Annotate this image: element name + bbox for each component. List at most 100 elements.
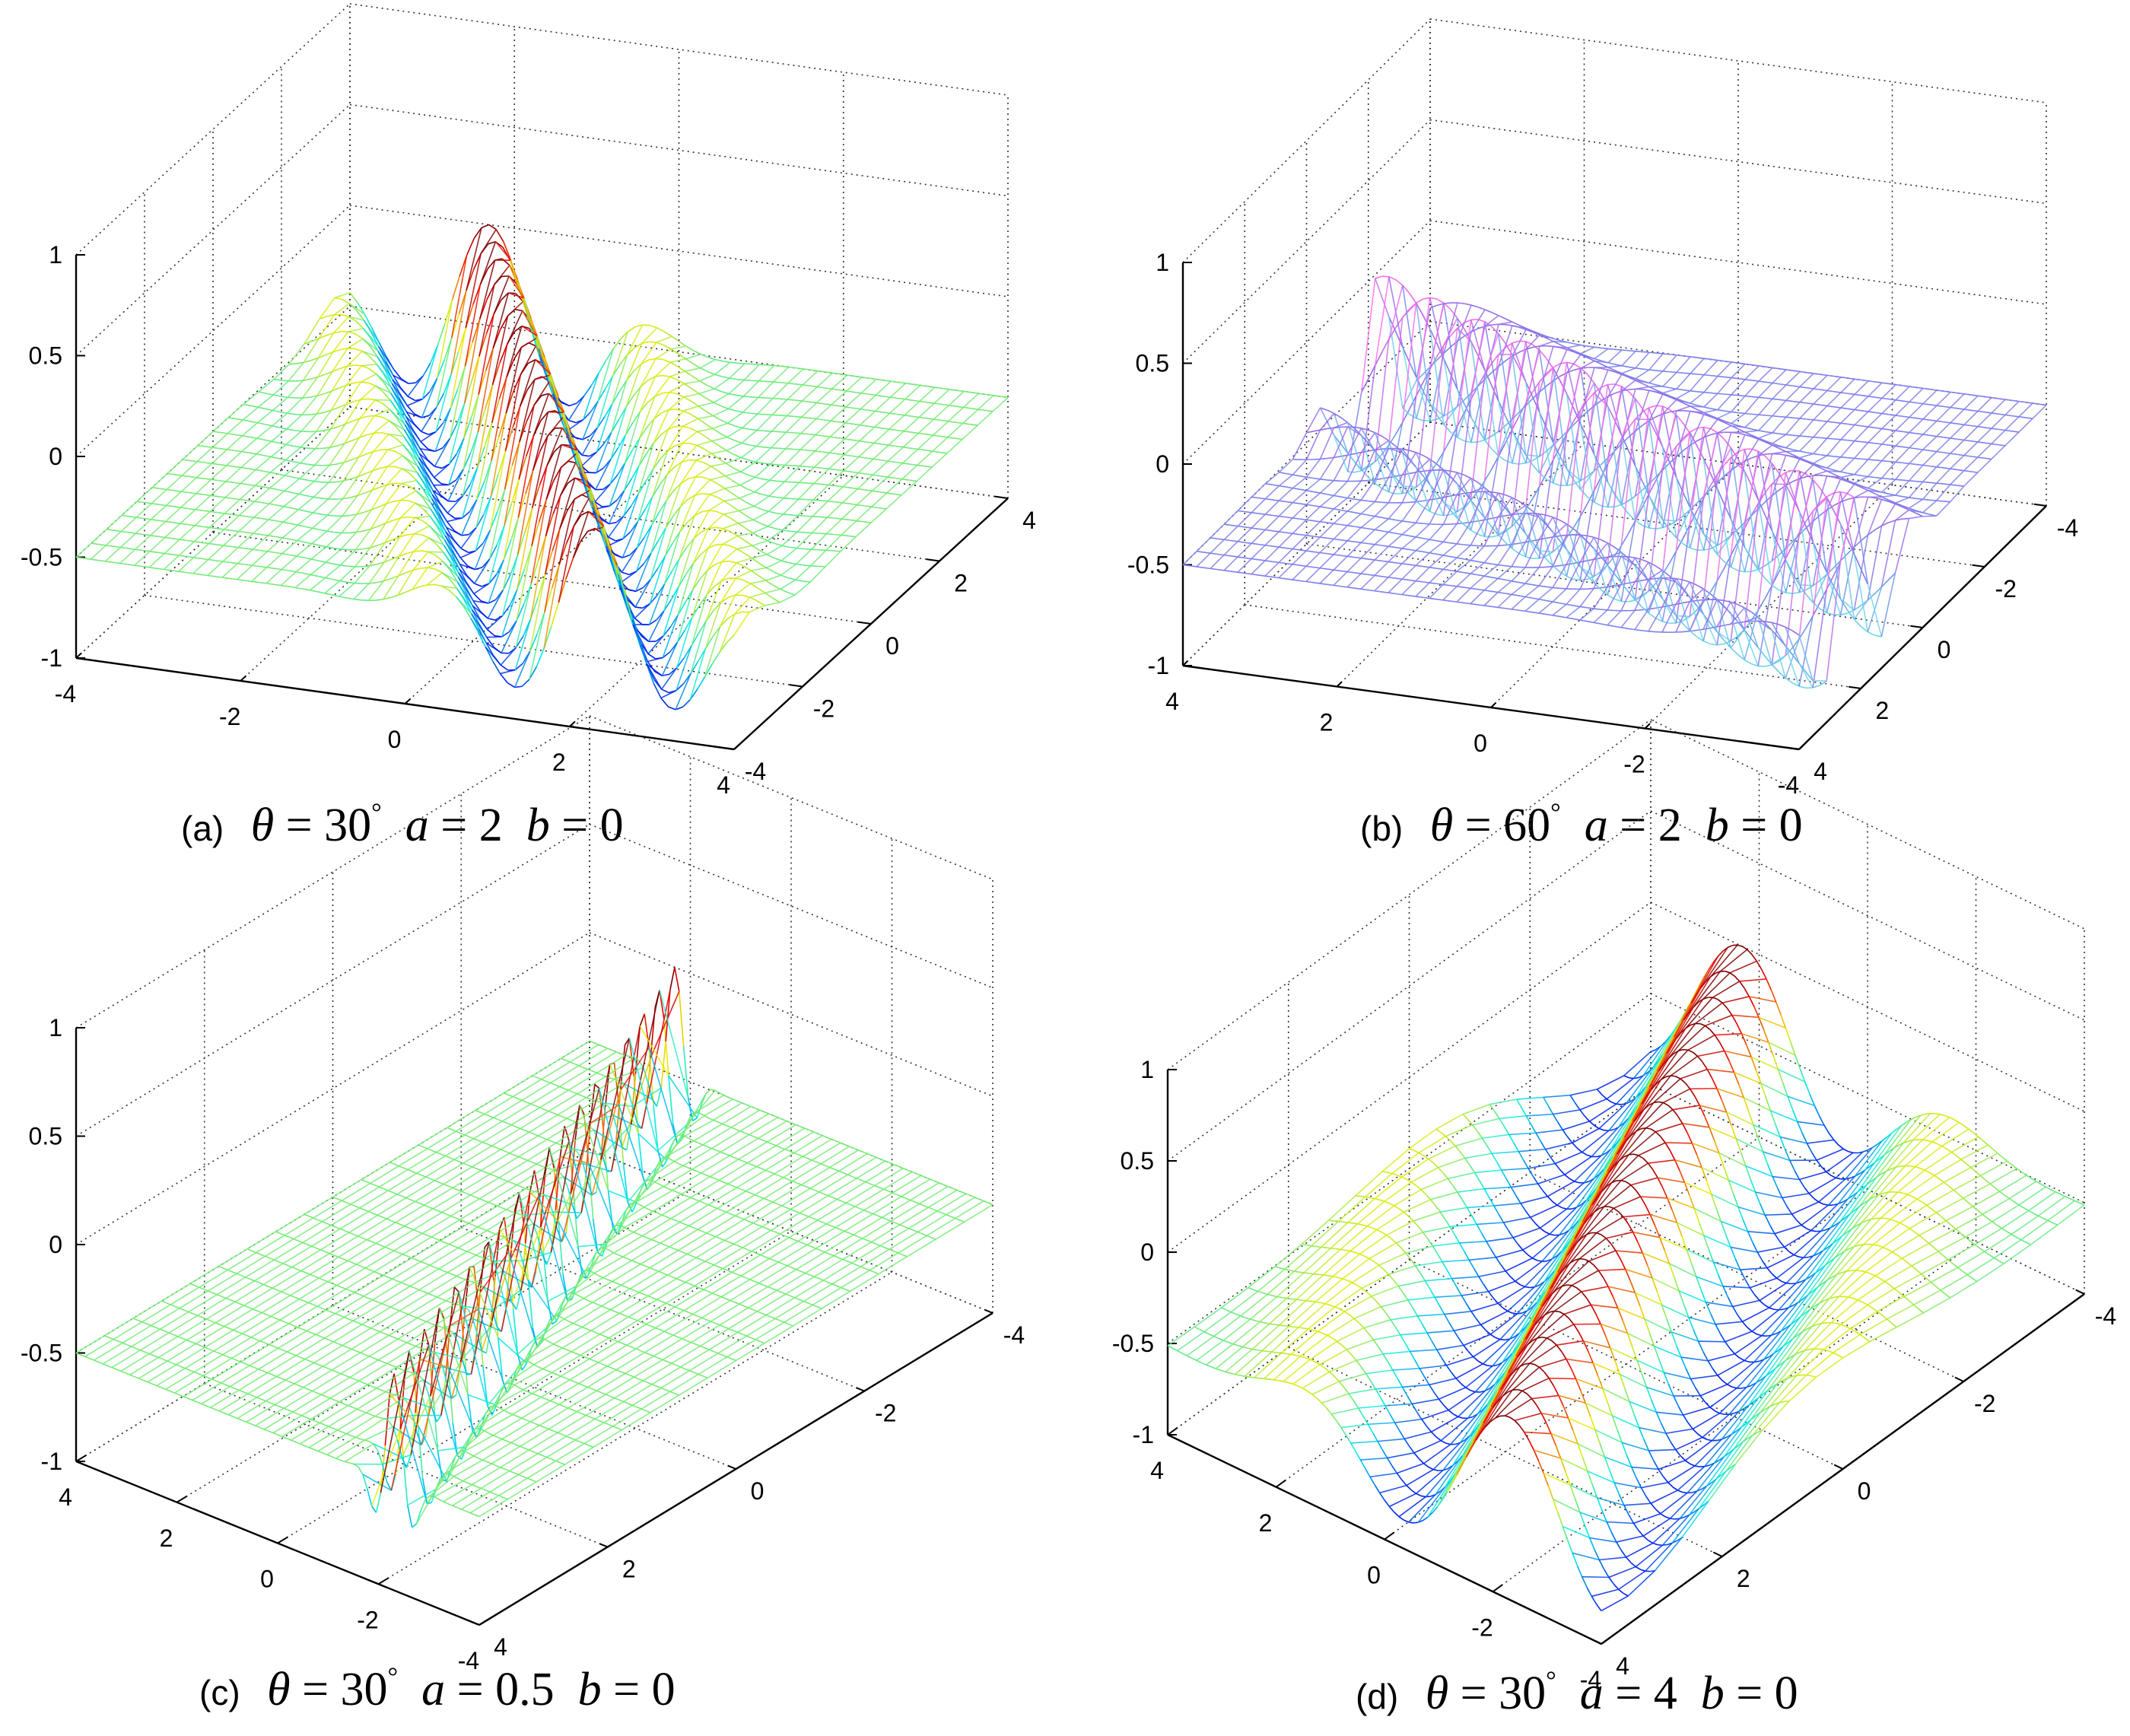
surface-segment — [156, 568, 164, 571]
surface-segment — [1559, 431, 1568, 440]
surface-segment — [1539, 346, 1554, 393]
surface-segment — [661, 667, 678, 690]
surface-segment — [1305, 565, 1314, 568]
surface-segment — [595, 432, 612, 473]
y-tick-label: -2 — [813, 695, 835, 723]
surface-segment — [1799, 589, 1807, 593]
surface-segment — [1668, 461, 1677, 478]
surface-segment — [1477, 533, 1485, 538]
surface-segment — [726, 634, 735, 644]
surface-segment — [489, 510, 498, 530]
surface-segment — [284, 490, 292, 494]
surface-segment — [1716, 447, 1732, 475]
surface-segment — [948, 406, 965, 422]
surface-segment — [282, 537, 291, 540]
surface-segment — [1922, 402, 1931, 405]
surface-segment — [1477, 561, 1485, 564]
surface-segment — [663, 626, 672, 637]
surface-segment — [1504, 579, 1512, 582]
surface-segment — [1690, 402, 1698, 406]
surface-segment — [265, 583, 274, 585]
surface-segment — [800, 434, 816, 450]
surface-segment — [636, 537, 645, 548]
surface-segment — [1716, 432, 1732, 520]
surface-segment — [1579, 504, 1588, 517]
surface-segment — [676, 630, 685, 643]
surface-segment — [310, 546, 327, 560]
surface-segment — [780, 547, 797, 561]
surface-segment — [1361, 499, 1369, 502]
surface-segment — [332, 348, 341, 353]
surface-segment — [955, 437, 963, 440]
surface-segment — [1977, 441, 1985, 444]
surface-segment — [707, 370, 716, 375]
surface-segment — [1518, 542, 1526, 545]
surface-segment — [742, 579, 751, 584]
surface-segment — [1292, 519, 1307, 534]
surface-segment — [255, 485, 263, 488]
surface-segment — [466, 237, 475, 256]
surface-segment — [421, 520, 430, 527]
surface-segment — [420, 431, 437, 443]
surface-segment — [1868, 441, 1875, 444]
surface-segment — [1833, 438, 1841, 440]
surface-segment — [736, 557, 752, 564]
surface-segment — [526, 379, 536, 390]
surface-segment — [1594, 348, 1609, 360]
surface-segment — [1264, 515, 1280, 531]
surface-segment — [402, 444, 419, 463]
surface-segment — [697, 431, 705, 437]
surface-segment — [677, 366, 685, 372]
surface-segment — [653, 376, 671, 397]
surface-segment — [1690, 410, 1704, 414]
surface-segment — [211, 465, 227, 480]
surface-segment — [311, 542, 320, 546]
surface-segment — [331, 387, 340, 392]
surface-segment — [1785, 370, 1801, 386]
surface-segment — [747, 474, 756, 479]
surface-segment — [399, 517, 415, 538]
surface-segment — [277, 488, 285, 492]
surface-segment — [738, 519, 754, 524]
surface-segment — [227, 419, 243, 434]
surface-segment — [1717, 377, 1732, 394]
surface-segment — [323, 447, 330, 450]
surface-segment — [1552, 442, 1568, 486]
surface-segment — [1689, 599, 1704, 632]
surface-segment — [501, 605, 510, 616]
surface-segment — [167, 472, 175, 475]
surface-segment — [1381, 476, 1389, 480]
surface-segment — [1833, 421, 1841, 424]
surface-segment — [1683, 402, 1691, 407]
surface-segment — [1826, 422, 1842, 439]
surface-segment — [1416, 367, 1431, 419]
surface-segment — [1511, 518, 1520, 527]
surface-segment — [1744, 380, 1760, 397]
surface-segment — [355, 509, 372, 533]
surface-segment — [1498, 418, 1513, 456]
surface-segment — [768, 481, 785, 497]
surface-segment — [211, 449, 227, 464]
surface-segment — [529, 574, 546, 652]
surface-segment — [1449, 600, 1458, 603]
surface-segment — [1278, 577, 1286, 580]
surface-segment — [319, 316, 327, 320]
surface-segment — [1442, 586, 1458, 601]
surface-segment — [181, 491, 189, 494]
surface-segment — [1435, 451, 1445, 464]
surface-segment — [1628, 599, 1636, 603]
surface-segment — [753, 510, 769, 521]
surface-segment — [405, 420, 421, 443]
surface-segment — [294, 574, 311, 589]
surface-segment — [815, 434, 823, 437]
surface-segment — [1758, 560, 1772, 571]
surface-segment — [738, 510, 747, 517]
surface-segment — [1840, 409, 1855, 424]
surface-segment — [105, 530, 122, 546]
surface-segment — [574, 462, 592, 491]
surface-segment — [1648, 580, 1664, 622]
surface-segment — [1223, 554, 1232, 557]
surface-segment — [1648, 405, 1656, 409]
surface-segment — [566, 498, 575, 511]
surface-segment — [1223, 510, 1238, 525]
